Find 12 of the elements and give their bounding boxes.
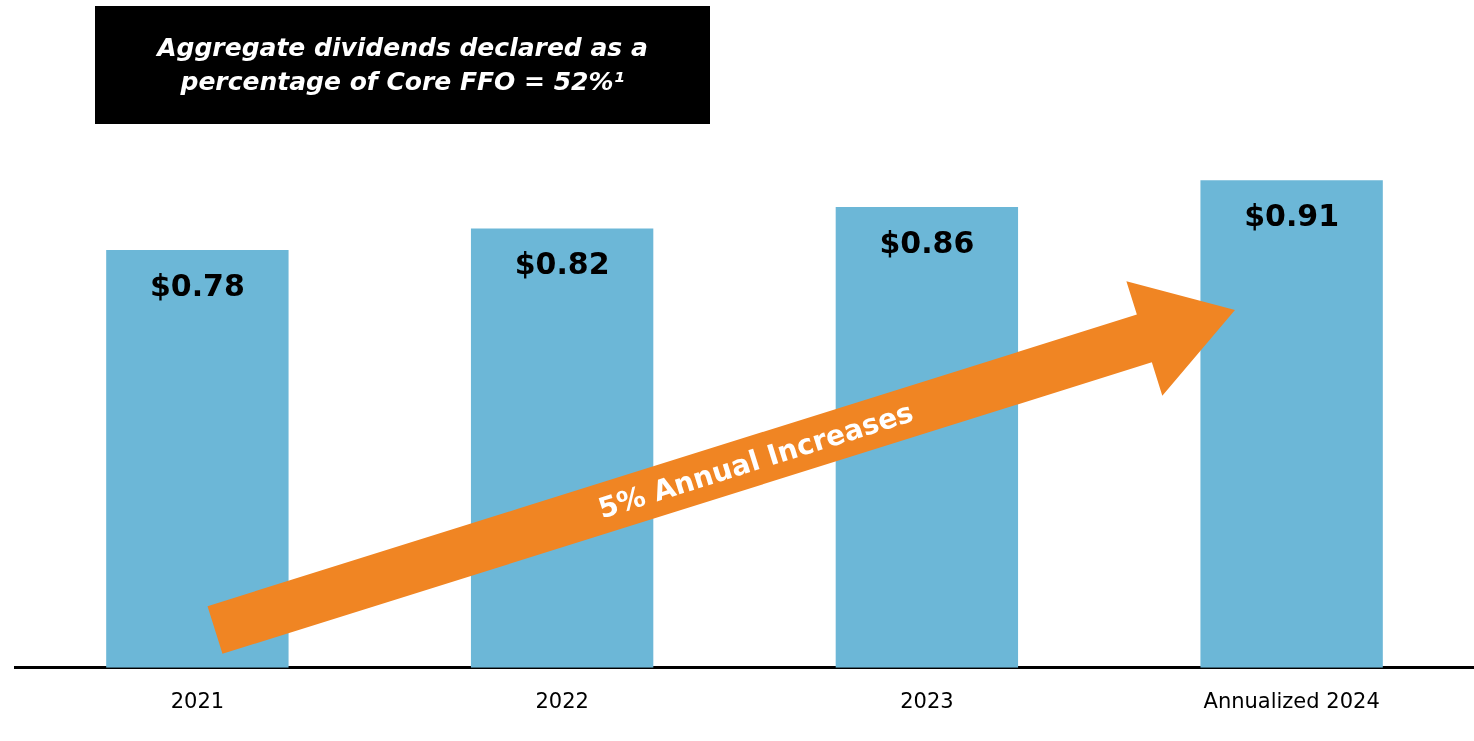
caption-box: Aggregate dividends declared as a percentage of Core FFO = 52%¹ <box>95 6 710 124</box>
x-tick-label: 2021 <box>170 688 225 713</box>
bar <box>1200 180 1383 668</box>
x-tick-label: 2023 <box>900 688 954 713</box>
bar <box>106 249 289 668</box>
chart-title: Aggregate dividends declared as a percentage of Core FFO = 52%¹ <box>155 32 649 98</box>
data-label: $0.86 <box>879 224 975 260</box>
x-tick-label: Annualized 2024 <box>1203 688 1380 713</box>
data-label: $0.82 <box>514 246 610 282</box>
data-label: $0.91 <box>1244 198 1340 234</box>
x-tick-label: 2022 <box>535 688 589 713</box>
data-label: $0.78 <box>149 267 245 303</box>
